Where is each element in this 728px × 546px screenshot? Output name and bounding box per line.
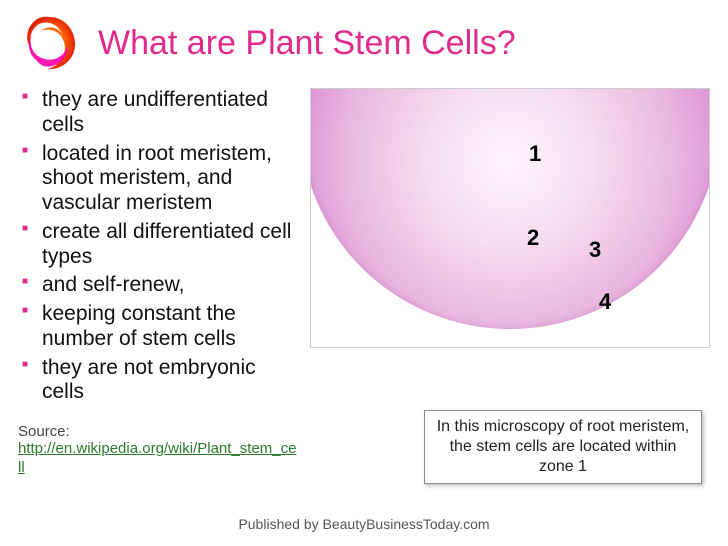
- zone-label-4: 4: [599, 289, 611, 315]
- bullet-list: they are undifferentiated cells located …: [18, 88, 298, 405]
- image-column: 1 2 3 4 In this microscopy of root meris…: [310, 88, 710, 478]
- bullet-item: create all differentiated cell types: [22, 220, 298, 270]
- tissue-gradient: [310, 88, 710, 329]
- slide-title: What are Plant Stem Cells?: [98, 24, 516, 63]
- source-link[interactable]: http://en.wikipedia.org/wiki/Plant_stem_…: [18, 440, 298, 478]
- root-meristem-micrograph: 1 2 3 4: [310, 88, 710, 348]
- bullet-item: and self-renew,: [22, 273, 298, 298]
- bullet-item: located in root meristem, shoot meristem…: [22, 142, 298, 216]
- slide-body: they are undifferentiated cells located …: [0, 82, 728, 478]
- source-label: Source:: [18, 423, 298, 440]
- bullet-item: keeping constant the number of stem cell…: [22, 302, 298, 352]
- slide-footer: Published by BeautyBusinessToday.com: [0, 516, 728, 532]
- swirl-logo-icon: [18, 12, 80, 74]
- zone-label-2: 2: [527, 225, 539, 251]
- text-column: they are undifferentiated cells located …: [18, 88, 298, 478]
- image-caption: In this microscopy of root meristem, the…: [424, 410, 702, 484]
- slide-header: What are Plant Stem Cells?: [0, 0, 728, 82]
- bullet-item: they are not embryonic cells: [22, 356, 298, 406]
- zone-label-3: 3: [589, 237, 601, 263]
- bullet-item: they are undifferentiated cells: [22, 88, 298, 138]
- zone-label-1: 1: [529, 141, 541, 167]
